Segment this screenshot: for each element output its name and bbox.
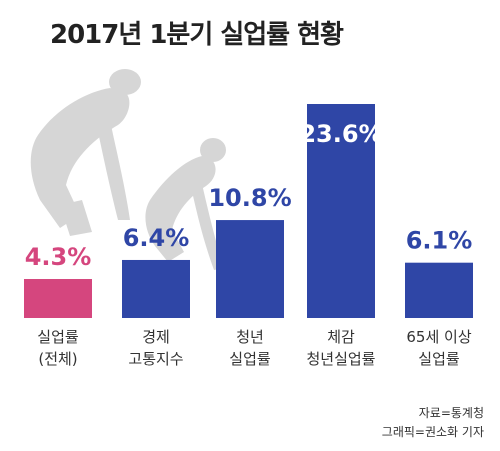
credits: 자료=통계청 그래픽=권소화 기자	[382, 404, 484, 442]
value-label-3: 23.6%	[299, 120, 382, 148]
value-label-4: 6.1%	[406, 227, 473, 255]
category-label-0-line-0: 실업률	[37, 328, 79, 346]
value-labels-group: 4.3% 6.4% 10.8% 23.6% 6.1%	[25, 120, 473, 271]
category-label-3-line-1: 청년실업률	[306, 350, 375, 368]
source-credit: 자료=통계청	[418, 406, 484, 420]
bars-group	[24, 104, 473, 318]
value-label-2: 10.8%	[208, 184, 291, 212]
category-label-2-line-1: 실업률	[229, 350, 271, 368]
bar-3	[307, 104, 375, 318]
category-label-3-line-0: 체감	[327, 328, 355, 346]
value-label-1: 6.4%	[123, 224, 190, 252]
value-label-0: 4.3%	[25, 243, 92, 271]
category-label-4-line-1: 실업률	[418, 350, 460, 368]
bar-2	[216, 220, 284, 318]
category-label-1-line-0: 경제	[142, 328, 170, 346]
graphic-credit: 그래픽=권소화 기자	[381, 425, 484, 439]
category-label-4-line-0: 65세 이상	[406, 328, 471, 346]
worker-silhouette-illustration	[30, 69, 226, 270]
bar-0	[24, 279, 92, 318]
bar-4	[405, 262, 473, 318]
category-label-1-line-1: 고통지수	[128, 350, 183, 368]
bar-1	[122, 259, 190, 318]
chart-title: 2017년 1분기 실업률 현황	[50, 20, 344, 50]
category-label-0-line-1: (전체)	[38, 350, 77, 368]
category-label-2-line-0: 청년	[236, 328, 264, 346]
